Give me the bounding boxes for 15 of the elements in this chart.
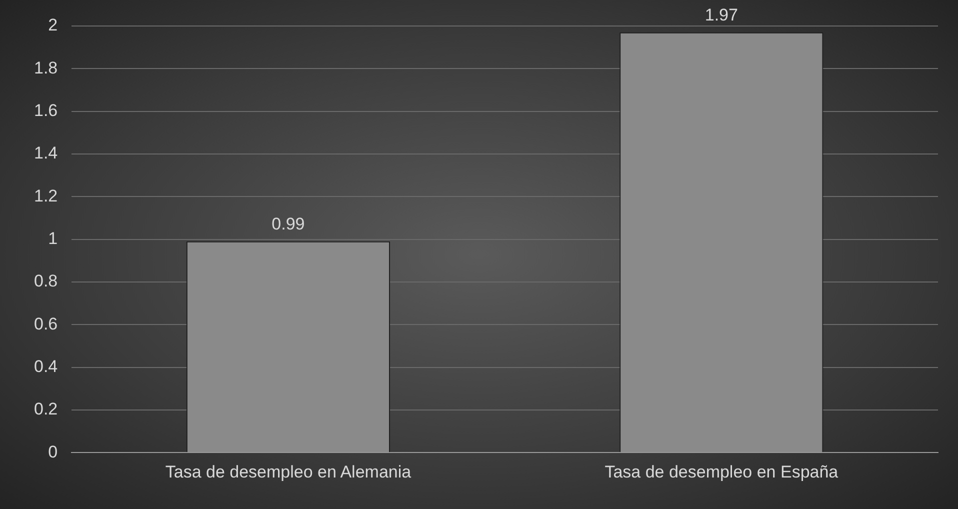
y-tick-label: 0.2 [34, 400, 58, 419]
y-tick-label: 1 [48, 228, 58, 248]
y-tick-label: 2 [48, 16, 58, 35]
data-label: 0.99 [272, 214, 305, 234]
y-tick-label: 1.6 [34, 101, 58, 120]
x-tick-label: Tasa de desempleo en Alemania [165, 462, 412, 482]
y-tick-label: 0.4 [34, 356, 58, 376]
y-tick-label: 0.8 [34, 272, 58, 291]
y-tick-label: 1.2 [34, 186, 58, 206]
y-tick-label: 0 [48, 442, 58, 462]
data-label: 1.97 [704, 6, 738, 25]
x-tick-label: Tasa de desempleo en España [604, 462, 839, 482]
y-tick-label: 1.8 [34, 58, 58, 78]
y-tick-label: 1.4 [34, 144, 58, 163]
y-tick-label: 0.6 [34, 314, 58, 334]
